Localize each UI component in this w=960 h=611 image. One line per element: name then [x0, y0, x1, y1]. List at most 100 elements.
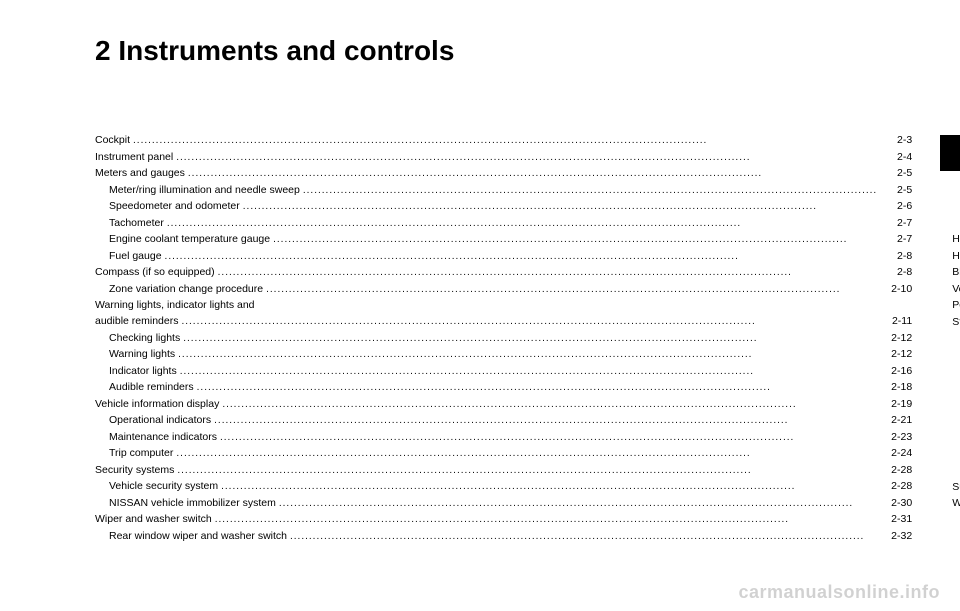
toc-dots	[181, 313, 877, 330]
section-tab	[940, 135, 960, 171]
toc-row: Glove box2-47	[952, 363, 960, 380]
toc-dots	[214, 412, 877, 429]
toc-page: 2-24	[880, 445, 912, 461]
toc-label: Engine coolant temperature gauge	[109, 231, 270, 247]
toc-dots	[176, 149, 877, 166]
toc-label: NISSAN vehicle immobilizer system	[109, 495, 276, 511]
toc-label: Zone variation change procedure	[109, 281, 263, 297]
toc-row: Zone variation change procedure 2-10	[95, 281, 912, 298]
toc-label: Indicator lights	[109, 363, 177, 379]
toc-row: Instrument lower box (if so equipped)2-4…	[952, 380, 960, 397]
toc-row: Vehicle security system2-28	[95, 478, 912, 495]
toc-label: Meters and gauges	[95, 165, 185, 181]
toc-row: Coat hooks2-51	[952, 462, 960, 479]
toc-label: Tachometer	[109, 215, 164, 231]
toc-label: Meter/ring illumination and needle sweep	[109, 182, 300, 198]
toc-row: Audible reminders 2-18	[95, 379, 912, 396]
toc-row: Tachometer 2-7	[95, 215, 912, 232]
toc-row: Cargo floor box2-48	[952, 413, 960, 430]
toc-row: Blind Spot Warning (BSW) switch (if so e…	[952, 264, 960, 281]
toc-label: Windows	[952, 495, 960, 511]
toc-row: Indicator lights 2-16	[95, 363, 912, 380]
toc-row: NISSAN vehicle immobilizer system2-30	[95, 495, 912, 512]
toc-row: Engine coolant temperature gauge 2-7	[95, 231, 912, 248]
toc-dots	[290, 528, 877, 545]
toc-page: 2-7	[880, 231, 912, 247]
toc-row: Rear window wiper and washer switch 2-32	[95, 528, 912, 545]
toc-row: Windows2-52	[952, 495, 960, 512]
toc-page: 2-10	[880, 281, 912, 297]
toc-row: Headlight switch2-34	[952, 182, 960, 199]
toc-row: Heated seats (if so equipped)2-39	[952, 248, 960, 265]
toc-dots	[279, 495, 877, 512]
toc-dots	[183, 330, 877, 347]
toc-row: Hooks2-49	[952, 429, 960, 446]
toc-page: 2-18	[880, 379, 912, 395]
toc-page: 2-3	[880, 132, 912, 148]
toc-dots	[303, 182, 877, 199]
toc-label: audible reminders	[95, 313, 178, 329]
toc-row: Cockpit 2-3	[95, 132, 912, 149]
toc-dots	[222, 396, 877, 413]
toc-row: Storage2-44	[952, 314, 960, 331]
toc-label: Power outlet	[952, 297, 960, 313]
toc-row: Turn signal switch2-38	[952, 198, 960, 215]
toc-page: 2-12	[880, 330, 912, 346]
toc-label: Trip computer	[109, 445, 173, 461]
watermark: carmanualsonline.info	[738, 582, 940, 603]
toc-label: Cockpit	[95, 132, 130, 148]
toc-row: Speedometer and odometer 2-6	[95, 198, 912, 215]
toc-row: Warning lights, indicator lights and	[95, 297, 912, 313]
manual-page: 2 Instruments and controls Cockpit 2-3 Ins…	[0, 0, 960, 611]
toc-page: 2-16	[880, 363, 912, 379]
toc-label: Vehicle security system	[109, 478, 218, 494]
toc-page: 2-5	[880, 165, 912, 181]
toc-label: Instrument panel	[95, 149, 173, 165]
toc-page: 2-8	[880, 264, 912, 280]
toc-label: Warning lights, indicator lights and	[95, 297, 255, 313]
toc-page: 2-28	[880, 462, 912, 478]
toc-row: Warning lights 2-12	[95, 346, 912, 363]
toc-label: Vehicle information display	[95, 396, 219, 412]
toc-row: Operational indicators2-21	[95, 412, 912, 429]
toc-row: Power windows2-52	[952, 512, 960, 529]
toc-dots	[176, 445, 877, 462]
toc-label: Storage	[952, 314, 960, 330]
toc-dots	[167, 215, 877, 232]
toc-page: 2-21	[880, 412, 912, 428]
toc-page: 2-8	[880, 248, 912, 264]
toc-dots	[273, 231, 877, 248]
toc-page: 2-31	[880, 511, 912, 527]
toc-label: Wiper and washer switch	[95, 511, 212, 527]
toc-dots	[218, 264, 878, 281]
toc-dots	[266, 281, 877, 298]
toc-row: Horn2-39	[952, 231, 960, 248]
toc-page: 2-32	[880, 528, 912, 544]
toc-page: 2-19	[880, 396, 912, 412]
toc-dots	[188, 165, 877, 182]
toc-dots	[220, 429, 877, 446]
toc-label: Fuel gauge	[109, 248, 162, 264]
toc-page: 2-6	[880, 198, 912, 214]
toc-dots	[165, 248, 878, 265]
toc-row: Sunshade (if so equipped)2-51	[952, 479, 960, 496]
toc-row: Roof rack (if so equipped)2-50	[952, 446, 960, 463]
toc-dots	[243, 198, 877, 215]
toc-row: Power outlet2-42	[952, 297, 960, 314]
toc-label: Speedometer and odometer	[109, 198, 240, 214]
toc-label: Audible reminders	[109, 379, 194, 395]
toc-dots	[133, 132, 877, 149]
toc-page: 2-12	[880, 346, 912, 362]
toc-page: 2-7	[880, 215, 912, 231]
toc-left-column: Cockpit2-3Instrument panel2-4Meters and …	[95, 132, 912, 544]
toc-label: Heated seats (if so equipped)	[952, 248, 960, 264]
toc-label: Rear window wiper and washer switch	[109, 528, 287, 544]
toc-label: Maintenance indicators	[109, 429, 217, 445]
toc-label: Warning lights	[109, 346, 175, 362]
chapter-title: 2 Instruments and controls	[95, 35, 905, 67]
toc-row: Wiper and washer switch 2-31	[95, 511, 912, 528]
toc-row: audible reminders2-11	[95, 313, 912, 330]
toc-right-column: Rear window and outside mirror defroster…	[952, 132, 960, 544]
toc-page: 2-23	[880, 429, 912, 445]
toc-row: Console box2-47	[952, 396, 960, 413]
